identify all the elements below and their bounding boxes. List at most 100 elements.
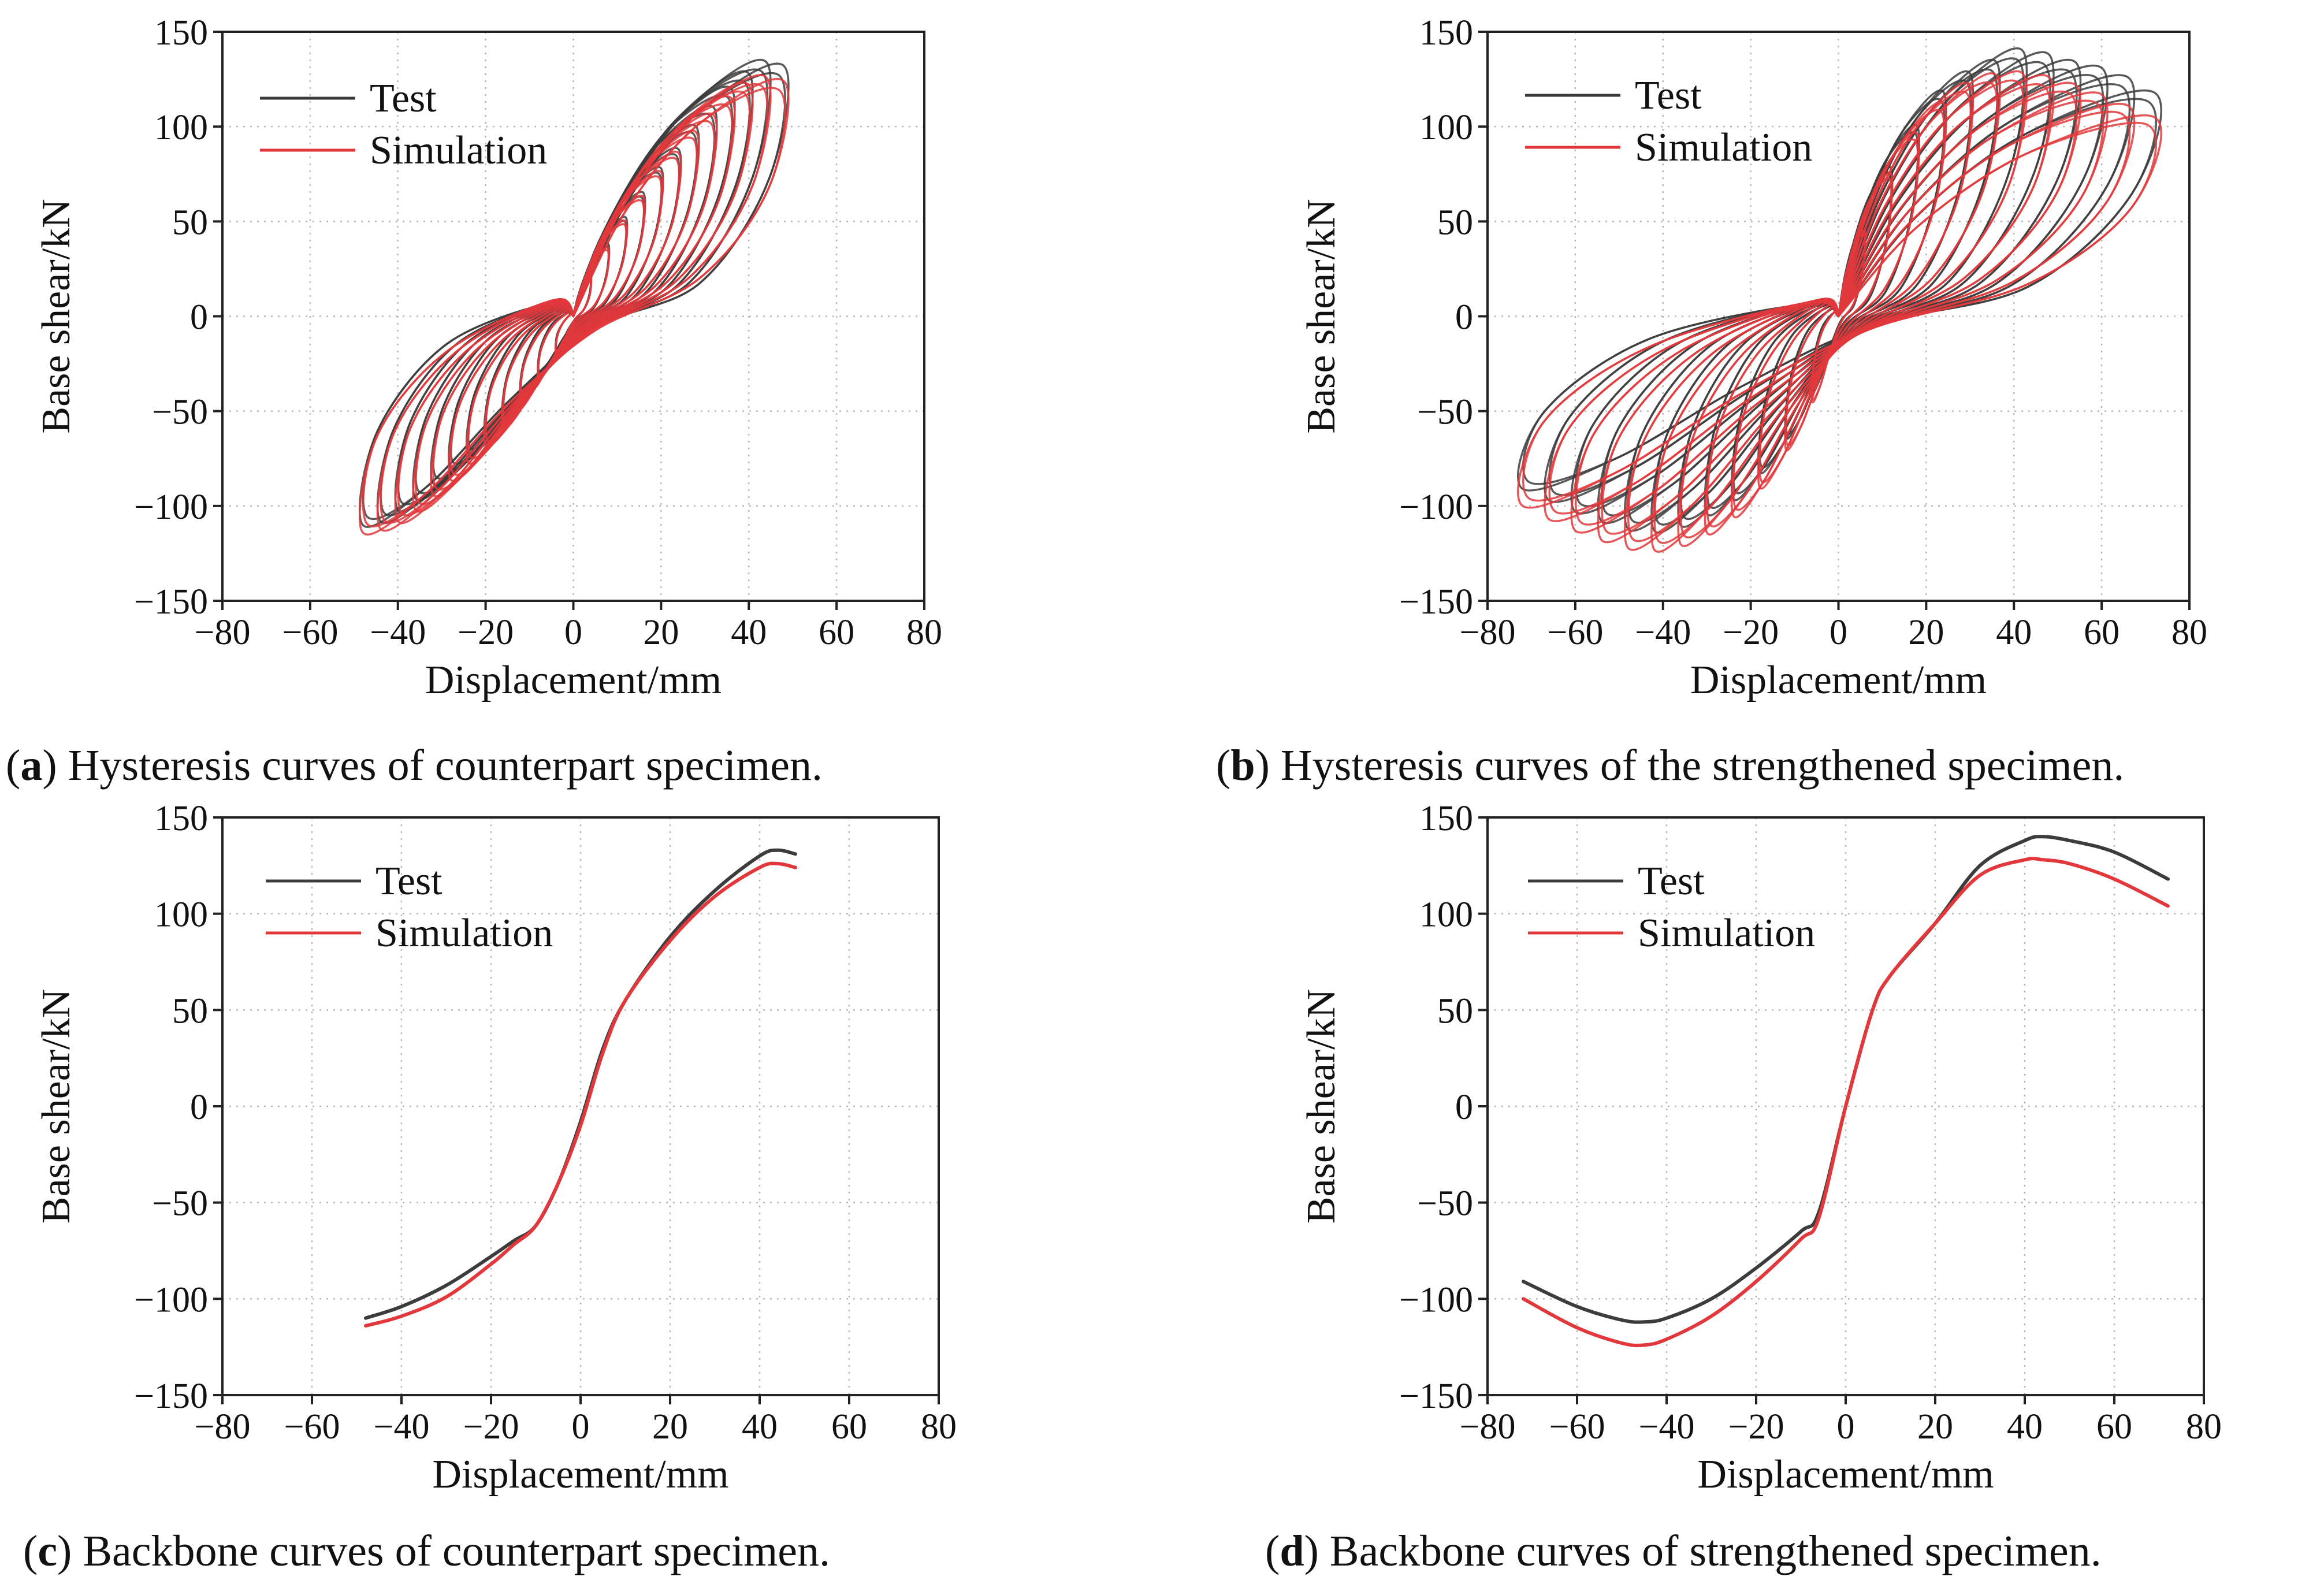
- legend: Test Simulation: [1528, 859, 1815, 955]
- x-tick-label: −40: [1639, 1407, 1695, 1447]
- y-tick-label: 150: [154, 13, 208, 53]
- x-tick-label: 80: [906, 613, 942, 652]
- series-simulation: [358, 74, 790, 536]
- y-tick-label: 100: [1419, 108, 1473, 147]
- legend-label-test: Test: [370, 76, 437, 121]
- y-tick-label: 0: [190, 1088, 208, 1127]
- x-tick-label: −80: [195, 613, 251, 652]
- x-axis-title: Displacement/mm: [1690, 658, 1987, 702]
- hysteresis-loop-test: [1544, 74, 2136, 503]
- plot-frame: [221, 816, 940, 1396]
- x-tick-label: 0: [1837, 1407, 1855, 1447]
- x-tick-label: 20: [1917, 1407, 1953, 1447]
- figure-caption: (d) Backbone curves of strengthened spec…: [1265, 1527, 2102, 1575]
- legend-label-simulation: Simulation: [1635, 125, 1812, 170]
- x-axis-title: Displacement/mm: [425, 658, 722, 702]
- x-tick-label: −20: [1723, 613, 1779, 652]
- y-tick-label: −50: [152, 1184, 208, 1224]
- x-tick-label: 20: [643, 613, 679, 652]
- x-tick-label: −20: [458, 613, 514, 652]
- x-tick-label: 20: [1908, 613, 1944, 652]
- y-tick-label: 100: [154, 895, 208, 935]
- y-tick-label: −100: [1399, 1280, 1473, 1319]
- x-tick-label: −40: [370, 613, 426, 652]
- y-tick-label: 150: [154, 799, 208, 838]
- series-simulation: [1517, 70, 2162, 553]
- legend: Test Simulation: [266, 859, 553, 955]
- x-tick-label: −80: [1460, 1407, 1516, 1447]
- x-tick-label: −60: [1547, 613, 1603, 652]
- x-tick-label: −60: [1549, 1407, 1605, 1447]
- y-tick-label: 50: [1437, 203, 1473, 242]
- hysteresis-loop-simulation: [362, 87, 786, 527]
- chart-a: −80 −60 −40 −20 0 20 40 60 80 150 100 50 0 −50 −100 −15…: [6, 13, 942, 790]
- legend: Test Simulation: [1525, 73, 1812, 170]
- x-tick-label: 40: [1996, 613, 2032, 652]
- x-tick-label: 80: [2186, 1407, 2222, 1447]
- hysteresis-loop-simulation: [1548, 110, 2131, 515]
- x-tick-label: −60: [282, 613, 338, 652]
- x-tick-label: 40: [731, 613, 767, 652]
- y-tick-label: 50: [1437, 991, 1473, 1031]
- backbone-line-test: [1522, 835, 2170, 1324]
- y-tick-label: 0: [1455, 298, 1473, 337]
- x-tick-label: 0: [572, 1407, 590, 1447]
- x-tick-label: 60: [2096, 1407, 2132, 1447]
- x-tick-label: 0: [564, 613, 582, 652]
- hysteresis-loop-simulation: [1627, 83, 2051, 542]
- hysteresis-loop-simulation: [1601, 90, 2078, 535]
- x-tick-label: −20: [463, 1407, 519, 1447]
- chart-b: −80 −60 −40 −20 0 20 40 60 80 150 100 50 0 −50 −100 −15…: [1216, 13, 2207, 790]
- hysteresis-loop-test: [1517, 89, 2162, 492]
- y-tick-label: −100: [1399, 488, 1473, 527]
- hysteresis-loop-simulation: [1574, 99, 2104, 526]
- y-tick-label: −100: [134, 1280, 208, 1319]
- legend-label-test: Test: [1635, 73, 1702, 118]
- y-axis-title: Base shear/kN: [1299, 199, 1344, 433]
- figure-caption: (a) Hysteresis curves of counterpart spe…: [6, 741, 823, 790]
- x-tick-label: −80: [1460, 613, 1516, 652]
- y-tick-label: −100: [134, 488, 208, 527]
- legend: Test Simulation: [260, 76, 547, 173]
- chart-d: −80 −60 −40 −20 0 20 40 60 80 150 100 50 0 −50 −100 −15…: [1265, 799, 2222, 1575]
- legend-label-test: Test: [375, 859, 443, 904]
- legend-label-test: Test: [1638, 859, 1705, 904]
- x-tick-label: 40: [2007, 1407, 2043, 1447]
- x-tick-label: 60: [831, 1407, 867, 1447]
- legend-label-simulation: Simulation: [375, 911, 553, 955]
- x-tick-label: 60: [819, 613, 854, 652]
- hysteresis-loop-simulation: [1522, 122, 2157, 502]
- figure-caption: (c) Backbone curves of counterpart speci…: [23, 1527, 830, 1575]
- series-simulation: [364, 861, 797, 1328]
- y-tick-label: 50: [172, 203, 208, 242]
- y-tick-label: −150: [1399, 582, 1473, 622]
- y-tick-label: −50: [1417, 393, 1473, 432]
- y-tick-label: 0: [1455, 1088, 1473, 1127]
- backbone-line-simulation: [364, 861, 797, 1328]
- y-tick-label: 0: [190, 298, 208, 337]
- legend-label-simulation: Simulation: [370, 128, 547, 173]
- x-tick-label: 60: [2084, 613, 2120, 652]
- x-tick-label: 20: [652, 1407, 688, 1447]
- y-tick-label: −50: [152, 393, 208, 432]
- x-tick-label: 0: [1830, 613, 1847, 652]
- x-tick-label: 40: [742, 1407, 778, 1447]
- y-tick-label: −150: [134, 582, 208, 622]
- y-tick-label: 50: [172, 991, 208, 1031]
- y-axis-title: Base shear/kN: [34, 199, 79, 433]
- x-axis-title: Displacement/mm: [1697, 1452, 1994, 1497]
- hysteresis-loop-test: [1522, 98, 2157, 485]
- x-tick-label: −80: [195, 1407, 251, 1447]
- y-tick-label: 150: [1419, 13, 1473, 53]
- series-simulation: [1522, 857, 2170, 1348]
- x-tick-label: −20: [1728, 1407, 1784, 1447]
- hysteresis-loop-simulation: [1758, 138, 1919, 484]
- y-tick-label: 100: [1419, 895, 1473, 935]
- legend-label-simulation: Simulation: [1638, 911, 1815, 955]
- y-tick-label: −50: [1417, 1184, 1473, 1224]
- x-tick-label: 80: [2171, 613, 2207, 652]
- y-tick-label: −150: [134, 1377, 208, 1416]
- y-axis-title: Base shear/kN: [1299, 989, 1344, 1224]
- x-tick-label: −60: [284, 1407, 340, 1447]
